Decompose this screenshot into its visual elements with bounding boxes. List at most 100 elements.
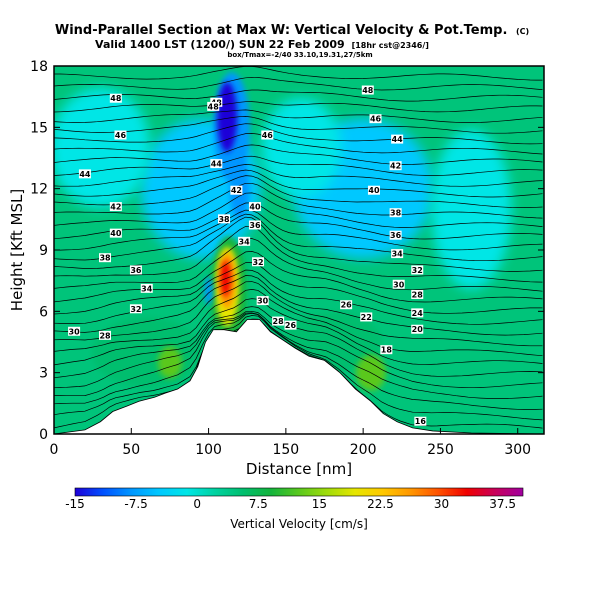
- chart-subtitle-2: box/Tmax=-2/40 33.10,19.31,27/5km: [227, 51, 372, 59]
- isentrope-label: 44: [78, 169, 91, 179]
- svg-text:42: 42: [110, 203, 121, 212]
- isentrope-label: 26: [340, 300, 353, 310]
- isentrope-label: 36: [389, 230, 402, 240]
- isentrope-line: [54, 164, 543, 187]
- isentropes: [54, 66, 543, 429]
- isentrope-line: [54, 213, 543, 262]
- x-tick-label: 100: [195, 442, 222, 458]
- isentrope-line: [54, 202, 543, 240]
- isentrope-line: [54, 144, 543, 165]
- svg-text:28: 28: [273, 317, 285, 326]
- isentrope-line: [54, 315, 543, 421]
- isentrope-label: 32: [252, 257, 265, 267]
- isentrope-label: 22: [360, 312, 373, 322]
- colorbar-label: Vertical Velocity [cm/s]: [230, 517, 368, 531]
- svg-text:36: 36: [130, 266, 142, 275]
- colorbar-tick-2: 0: [193, 497, 201, 511]
- svg-text:22: 22: [361, 313, 372, 322]
- isentrope-label: 36: [129, 265, 142, 275]
- velocity-blob: [54, 87, 151, 208]
- svg-text:32: 32: [130, 305, 141, 314]
- isentrope-label: 34: [391, 249, 404, 259]
- isentrope-label: 26: [284, 320, 297, 330]
- velocity-blob: [204, 276, 213, 305]
- isentrope-line: [54, 109, 543, 123]
- isentrope-label: 36: [248, 220, 261, 230]
- velocity-blob: [431, 129, 512, 290]
- isentrope-label: 40: [248, 202, 261, 212]
- x-tick-label: 50: [122, 442, 140, 458]
- y-axis-title: Height [Kft MSL]: [8, 189, 26, 311]
- x-tick-label: 250: [427, 442, 454, 458]
- svg-text:34: 34: [239, 237, 251, 246]
- isentrope-line: [54, 116, 543, 134]
- velocity-blob: [157, 346, 182, 379]
- svg-text:16: 16: [415, 417, 427, 426]
- isentrope-line: [54, 251, 543, 303]
- isentrope-label: 28: [272, 316, 285, 326]
- isentrope-line: [54, 216, 543, 272]
- isentrope-label: 18: [380, 345, 393, 355]
- svg-text:32: 32: [252, 258, 263, 267]
- svg-text:28: 28: [412, 290, 424, 299]
- isentrope-line: [54, 298, 543, 366]
- isentrope-label: 32: [129, 304, 142, 314]
- colorbar-ticks: -15 -7.5 0 7.5 15 22.5 30 37.5: [65, 497, 516, 511]
- colorbar-tick-4: 15: [312, 497, 327, 511]
- isentrope-line: [54, 182, 543, 219]
- y-tick-label: 3: [39, 366, 48, 382]
- y-tick-label: 6: [39, 304, 48, 320]
- svg-text:30: 30: [257, 297, 269, 306]
- chart-subtitle: Valid 1400 LST (1200/) SUN 22 Feb 2009 […: [95, 38, 429, 51]
- isentrope-line: [54, 281, 543, 347]
- isentrope-line: [54, 238, 543, 292]
- isentrope-line: [54, 155, 543, 176]
- svg-text:46: 46: [262, 131, 274, 140]
- chart-title: Wind-Parallel Section at Max W: Vertical…: [55, 23, 529, 38]
- isentrope-line: [54, 312, 543, 399]
- isentrope-label: 34: [140, 283, 153, 293]
- colorbar-tick-6: 30: [434, 497, 449, 511]
- svg-text:46: 46: [370, 115, 382, 124]
- isentrope-line: [54, 123, 543, 145]
- isentrope-line: [54, 225, 543, 283]
- isentrope-label: 42: [230, 185, 243, 195]
- isentrope-label: 44: [210, 159, 223, 169]
- svg-text:44: 44: [211, 160, 223, 169]
- svg-text:32: 32: [412, 266, 423, 275]
- isentrope-label: 20: [411, 324, 424, 334]
- terrain: [54, 319, 544, 434]
- y-tick-label: 0: [39, 427, 48, 443]
- svg-text:40: 40: [368, 186, 380, 195]
- isentrope-label: 46: [114, 130, 127, 140]
- isentrope-line: [54, 289, 543, 357]
- y-tick-label: 15: [30, 120, 48, 136]
- isentrope-line: [54, 310, 543, 389]
- isentrope-label: 42: [389, 161, 402, 171]
- svg-text:48: 48: [208, 102, 220, 111]
- x-tick-label: 300: [504, 442, 531, 458]
- isentrope-label: 40: [109, 228, 122, 238]
- isentrope-label: 32: [411, 265, 424, 275]
- colorbar-tick-3: 7.5: [249, 497, 268, 511]
- svg-text:20: 20: [412, 325, 424, 334]
- isentrope-label: 38: [218, 214, 231, 224]
- svg-text:38: 38: [218, 215, 230, 224]
- svg-text:40: 40: [249, 203, 261, 212]
- isentrope-label: 38: [389, 208, 402, 218]
- isentrope-label: 16: [414, 416, 427, 426]
- colorbar-tick-1: -7.5: [124, 497, 147, 511]
- isentrope-line: [54, 275, 543, 336]
- svg-text:26: 26: [341, 301, 353, 310]
- svg-text:48: 48: [110, 94, 122, 103]
- isentrope-labels: 48 48 46 44 42 40 38 36 34 32 30 28 48 46 44 42 40 38 36 34…: [68, 85, 427, 426]
- svg-text:28: 28: [99, 331, 111, 340]
- svg-text:26: 26: [285, 321, 297, 330]
- isentrope-label: 48: [361, 85, 374, 95]
- isentrope-label: 28: [411, 289, 424, 299]
- isentrope-line: [54, 101, 543, 113]
- svg-text:40: 40: [110, 229, 122, 238]
- isentrope-label: 44: [391, 134, 404, 144]
- x-tick-label: 150: [272, 442, 299, 458]
